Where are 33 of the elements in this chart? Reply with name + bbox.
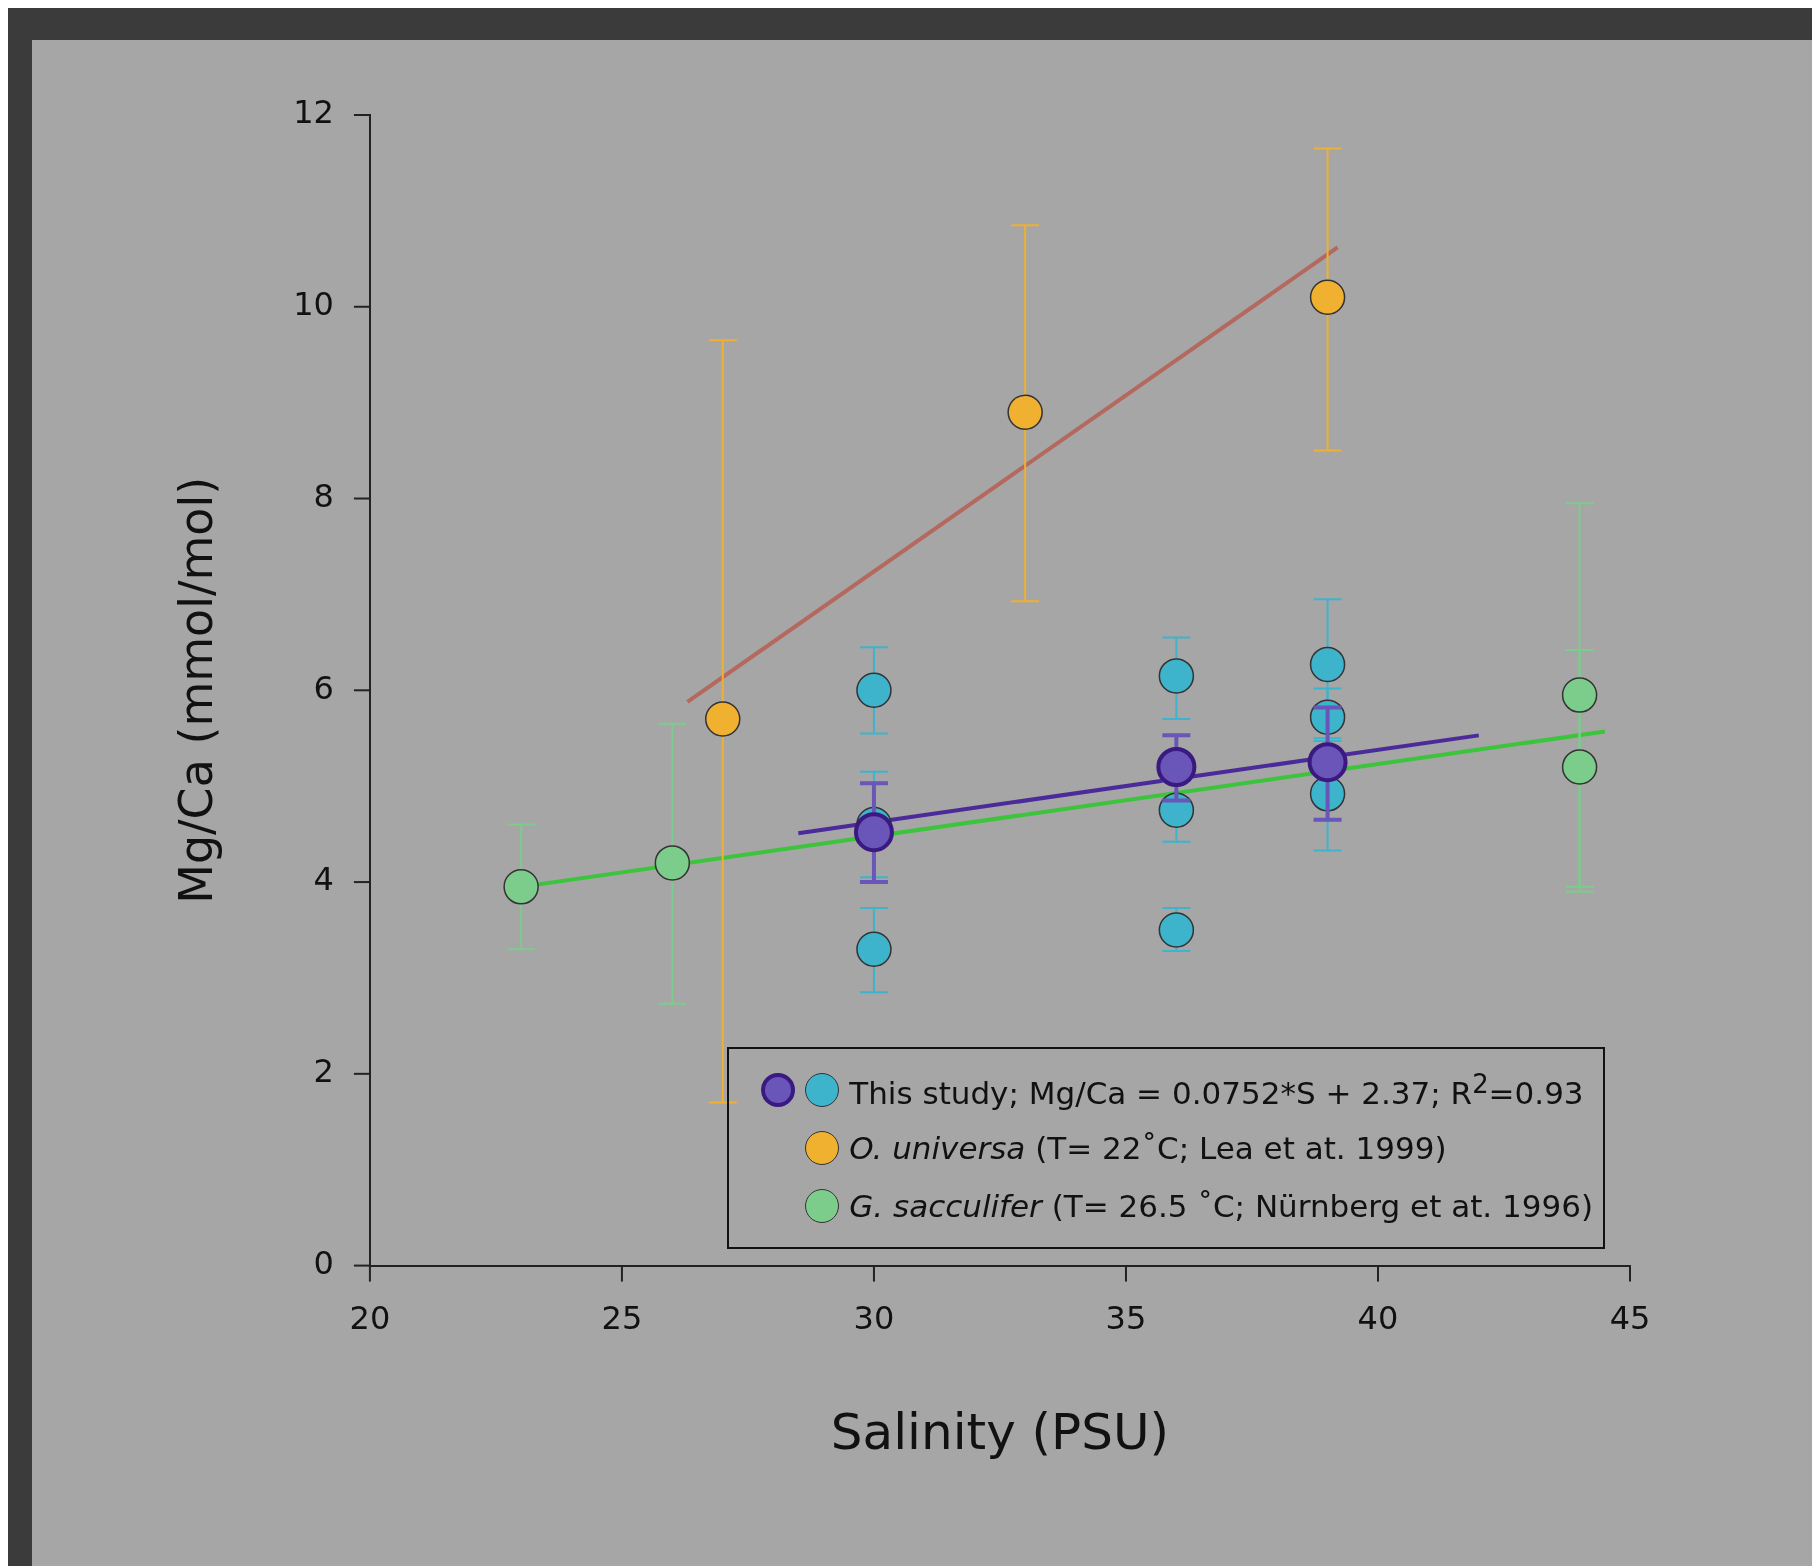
point xyxy=(1309,279,1346,315)
y-tick-label: 0 xyxy=(313,1243,334,1282)
y-tick-label: 4 xyxy=(313,860,334,899)
point xyxy=(856,931,892,967)
point xyxy=(1158,658,1195,694)
point xyxy=(1309,646,1346,683)
point xyxy=(1307,742,1348,783)
point xyxy=(856,672,892,709)
y-axis-title: Mg/Ca (mmol/mol) xyxy=(168,476,223,904)
y-tick-label: 6 xyxy=(313,668,334,707)
y-tick-label: 2 xyxy=(313,1052,334,1091)
point xyxy=(853,812,894,853)
x-tick-label: 25 xyxy=(601,1299,643,1338)
legend-label: O. universa (T= 22˚C; Lea et at. 1999) xyxy=(849,1130,1447,1166)
x-tick-label: 20 xyxy=(349,1299,391,1338)
x-axis-title: Salinity (PSU) xyxy=(830,1402,1170,1461)
legend-label: G. sacculifer (T= 26.5 ˚C; Nürnberg et at. 1996) xyxy=(849,1188,1593,1224)
point xyxy=(503,869,539,905)
point xyxy=(1561,749,1598,785)
y-tick-label: 8 xyxy=(313,476,334,515)
point xyxy=(1007,394,1043,430)
y-tick-label: 10 xyxy=(293,285,334,324)
point xyxy=(1156,747,1197,788)
point xyxy=(1158,912,1195,948)
legend-label: This study; Mg/Ca = 0.0752*S + 2.37; R$^{2}$=0.93 xyxy=(849,1068,1584,1112)
x-tick-label: 30 xyxy=(853,1299,895,1338)
point xyxy=(1561,677,1598,713)
x-tick-label: 40 xyxy=(1357,1299,1399,1338)
x-tick-label: 45 xyxy=(1609,1299,1651,1338)
y-tick-label: 12 xyxy=(293,93,334,132)
x-tick-label: 35 xyxy=(1105,1299,1147,1338)
point xyxy=(704,701,741,737)
point xyxy=(654,845,691,881)
